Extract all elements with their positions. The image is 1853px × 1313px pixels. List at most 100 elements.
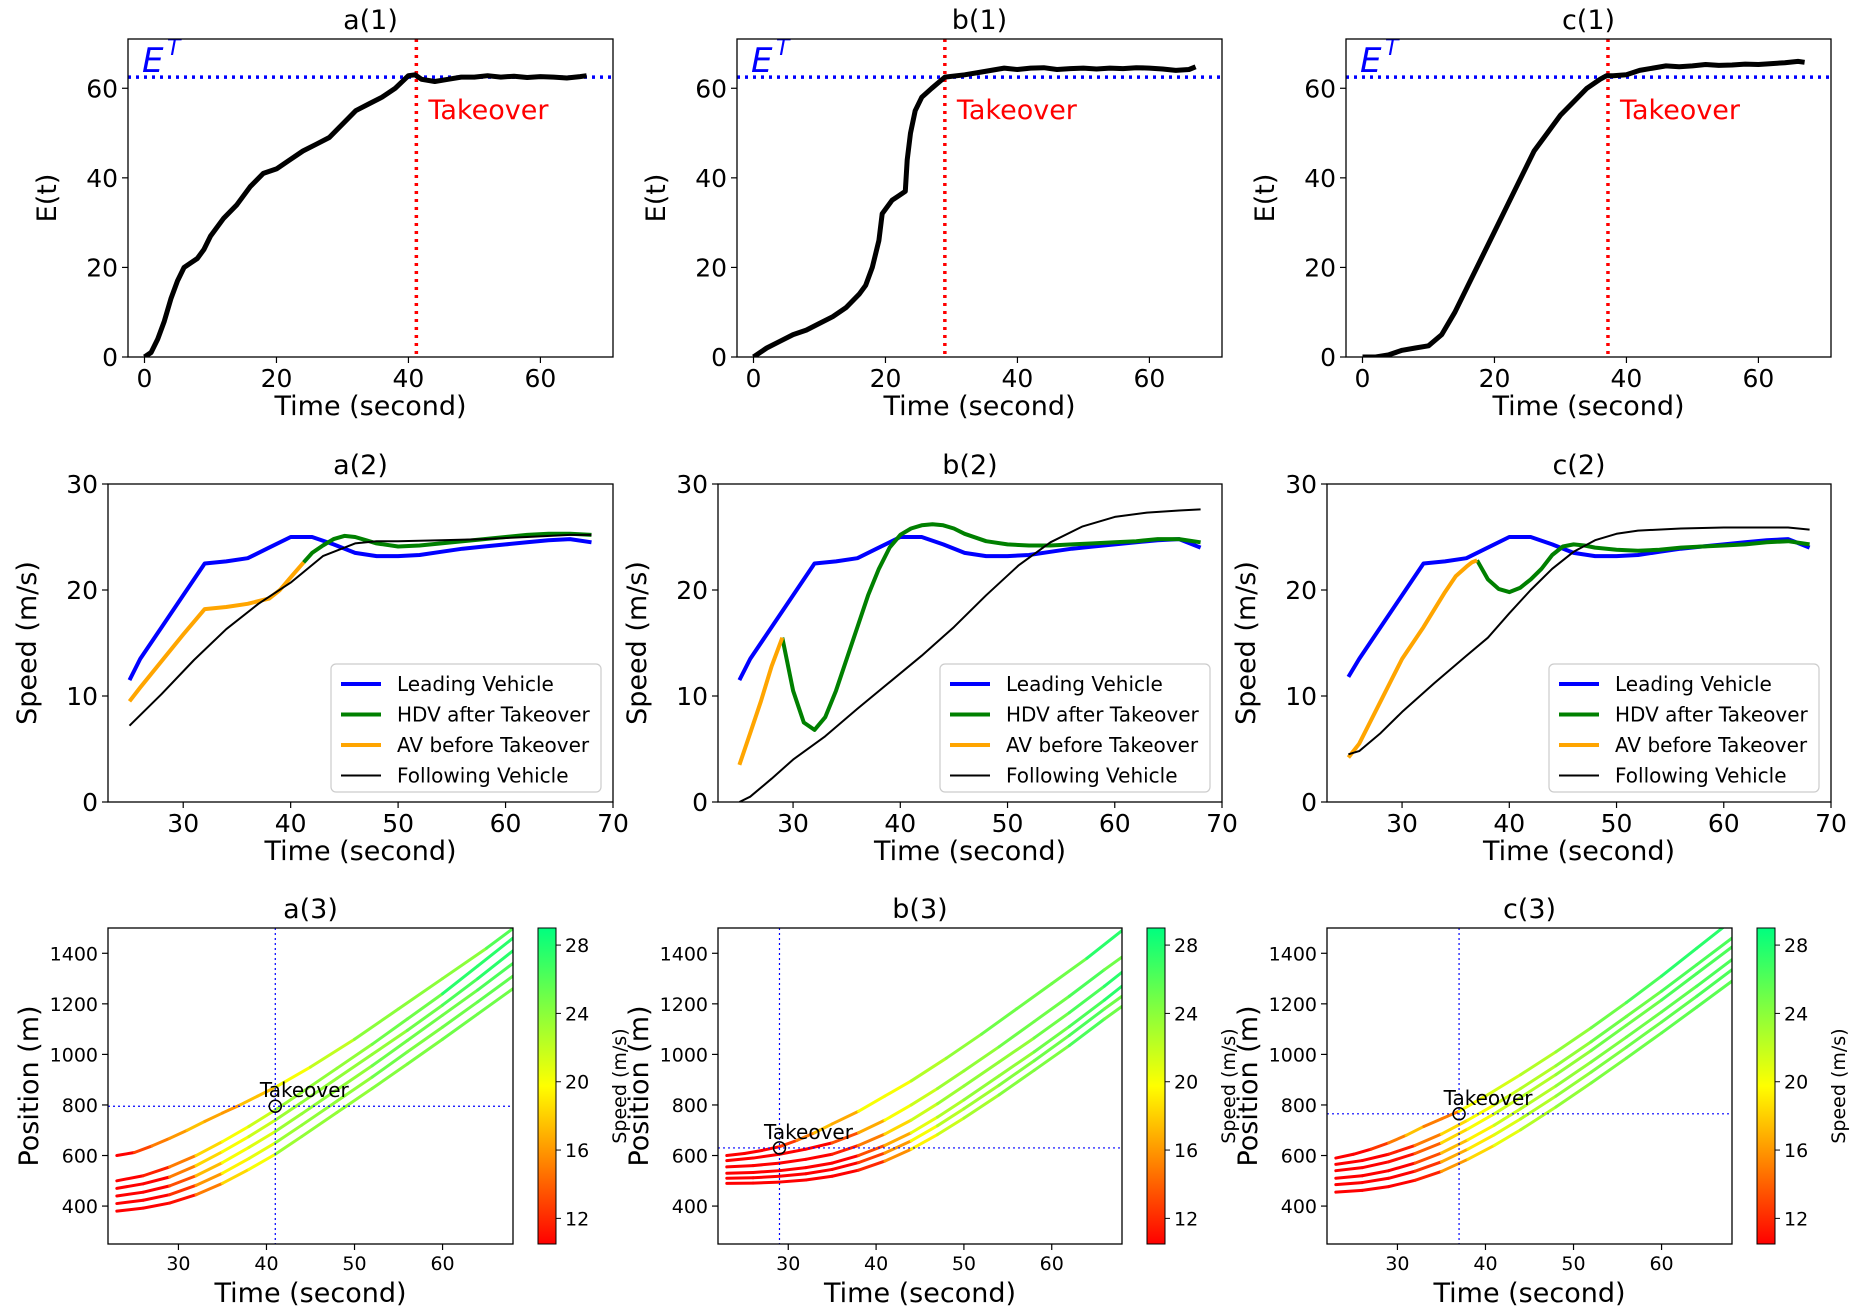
- trajectory-segment: [1422, 1117, 1443, 1128]
- series-line-av-before-takeover: [1346, 558, 1478, 759]
- x-tick-label: 30: [1386, 809, 1418, 838]
- trajectory-segment: [370, 1062, 409, 1091]
- trajectory-segment: [476, 974, 513, 1004]
- trajectory-segment: [1369, 1141, 1391, 1151]
- chart-panel-a2: a(2) 30 40 50 60 70 0 10 20 30 Time (second) Speed …: [12, 450, 629, 867]
- takeover-annotation: Takeover: [259, 1078, 350, 1102]
- trajectory-segment: [168, 1164, 198, 1179]
- y-tick-label: 400: [62, 1196, 98, 1218]
- trajectory-segment: [997, 1036, 1036, 1064]
- trajectory-segment: [1660, 972, 1699, 1002]
- x-axis-label: Time (second): [273, 391, 466, 422]
- trajectory-segment: [804, 1174, 834, 1182]
- trajectory-segment: [777, 1147, 808, 1156]
- legend-frame: [330, 663, 602, 793]
- takeover-annotation: Takeover: [1443, 1086, 1534, 1110]
- trajectory-segment: [962, 1074, 1001, 1102]
- trajectory-segment: [804, 1141, 834, 1151]
- trajectory-segment: [1387, 1178, 1417, 1189]
- trajectory-segment: [1519, 1084, 1558, 1111]
- trajectory-segment: [220, 1124, 251, 1144]
- plot-area: [1327, 928, 1732, 1244]
- trajectory-segment: [273, 1123, 304, 1145]
- trajectory-segment: [997, 1059, 1036, 1087]
- x-tick-label: 0: [746, 364, 762, 393]
- trajectory-segment: [168, 1128, 189, 1140]
- trajectory-segment: [944, 1032, 983, 1060]
- y-tick-label: 20: [1285, 576, 1317, 605]
- trajectory-segment: [335, 1087, 374, 1115]
- y-tick-label: 0: [711, 343, 727, 372]
- colorbar-label: Speed (m/s): [1218, 1028, 1240, 1143]
- trajectory-segment: [1624, 1020, 1664, 1049]
- trajectory-segment: [194, 1171, 224, 1187]
- trajectory-segment: [220, 1103, 242, 1115]
- legend: Leading Vehicle HDV after Takeover AV befo…: [1548, 663, 1820, 793]
- trajectory-segment: [273, 1090, 304, 1112]
- colorbar-tick-label: 16: [1784, 1140, 1808, 1162]
- trajectory-segment: [997, 1068, 1036, 1097]
- trajectory-segment: [405, 1025, 445, 1054]
- chart-title: b(1): [952, 5, 1007, 36]
- y-tick-label: 20: [676, 576, 708, 605]
- trajectory-segment: [1466, 1112, 1496, 1131]
- y-tick-label: 1400: [50, 943, 98, 965]
- trajectory-segment: [962, 1093, 1001, 1120]
- trajectory-segment: [256, 1085, 277, 1098]
- trajectory-segment: [405, 992, 445, 1021]
- colorbar-tick-label: 16: [565, 1140, 589, 1162]
- colorbar-tick-label: 12: [1784, 1208, 1808, 1230]
- takeover-marker: [772, 1141, 787, 1155]
- trajectory-segment: [168, 1183, 198, 1197]
- takeover-marker: [268, 1099, 283, 1113]
- trajectory-segment: [476, 949, 513, 981]
- trajectory-segment: [1695, 979, 1732, 1009]
- takeover-annotation: Takeover: [763, 1120, 854, 1144]
- colorbar-label: Speed (m/s): [609, 1028, 631, 1143]
- trajectory-segment: [883, 1103, 913, 1122]
- trajectory-segment: [115, 1198, 145, 1206]
- trajectory-segment: [1067, 968, 1106, 998]
- trajectory-segment: [725, 1176, 755, 1180]
- trajectory-segment: [1439, 1109, 1461, 1121]
- trajectory-segment: [168, 1154, 198, 1169]
- x-tick-label: 70: [1206, 809, 1238, 838]
- trajectory-segment: [220, 1145, 251, 1165]
- trajectory-segment: [309, 1037, 357, 1069]
- series-line-et: [1362, 58, 1805, 357]
- x-tick-label: 60: [1040, 1253, 1064, 1275]
- x-tick-label: 40: [275, 809, 307, 838]
- x-axis-label: Time (second): [263, 836, 456, 867]
- trajectory-segment: [220, 1135, 251, 1154]
- y-tick-label: 600: [672, 1146, 708, 1168]
- y-tick-label: 60: [86, 74, 118, 103]
- trajectory-segment: [150, 1136, 172, 1148]
- y-tick-label: 20: [86, 253, 118, 282]
- chart-title: a(2): [333, 450, 388, 481]
- trajectory-segment: [936, 1084, 966, 1106]
- threshold-superscript: T: [1385, 36, 1400, 61]
- trajectory-segment: [909, 1115, 940, 1135]
- trajectory-segment: [115, 1174, 145, 1183]
- trajectory-segment: [405, 1003, 445, 1032]
- trajectory-segment: [1554, 1040, 1593, 1068]
- x-tick-label: 40: [864, 1253, 888, 1275]
- trajectory-segment: [1351, 1147, 1373, 1156]
- trajectory-segment: [238, 1094, 260, 1107]
- trajectory-segment: [441, 977, 480, 1007]
- y-tick-label: 0: [1320, 343, 1336, 372]
- y-tick-label: 600: [62, 1146, 98, 1168]
- colorbar: [1756, 927, 1776, 1245]
- y-tick-label: 40: [1304, 164, 1336, 193]
- axes-frame: [1326, 927, 1733, 1245]
- trajectory-segment: [1492, 1117, 1523, 1137]
- legend-frame: [1548, 663, 1820, 793]
- y-tick-label: 800: [1281, 1095, 1317, 1117]
- x-tick-label: 60: [1134, 364, 1166, 393]
- trajectory-segment: [997, 1050, 1036, 1078]
- plot-area: [737, 39, 1222, 357]
- trajectory-segment: [751, 1180, 781, 1185]
- colorbar-tick-label: 28: [565, 935, 589, 957]
- y-tick-label: 1400: [1269, 943, 1317, 965]
- plot-area: [737, 508, 1202, 802]
